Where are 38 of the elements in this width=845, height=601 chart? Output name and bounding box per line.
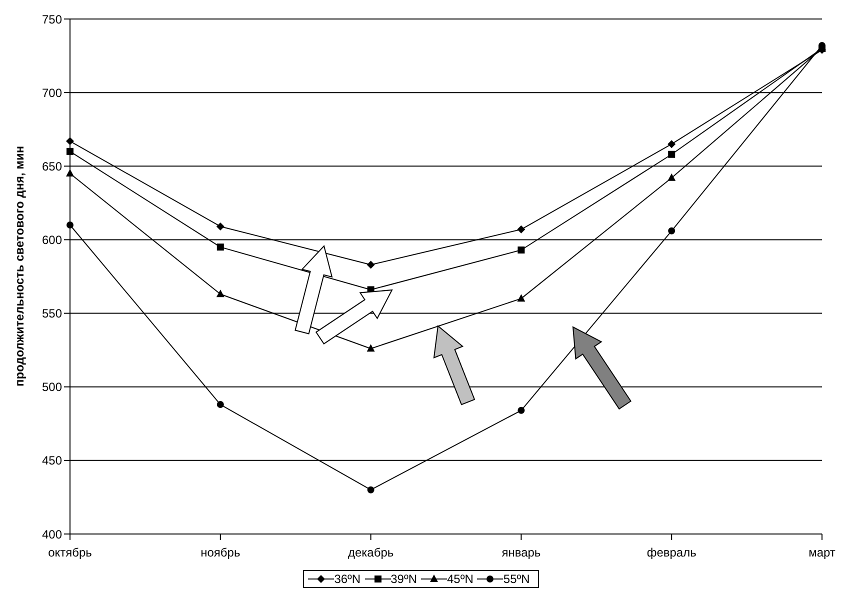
point: [216, 290, 224, 298]
point: [367, 486, 374, 494]
point: [668, 150, 676, 158]
x-tick-label: ноябрь: [200, 546, 240, 560]
y-tick-label: 700: [42, 86, 62, 100]
y-tick-label: 750: [42, 12, 62, 26]
point: [66, 148, 74, 155]
point: [668, 227, 676, 234]
point: [216, 244, 224, 251]
legend-label: 39ºN: [390, 572, 417, 586]
y-axis-title: продолжительность светового дня, мин: [12, 146, 26, 386]
y-tick-label: 550: [42, 306, 62, 321]
point: [216, 222, 224, 230]
x-tick-label: декабрь: [348, 546, 394, 560]
y-tick-label: 500: [42, 380, 62, 394]
legend-label: 45ºN: [447, 572, 474, 586]
point: [66, 169, 74, 176]
x-tick-label: январь: [502, 546, 541, 560]
legend-label: 55ºN: [503, 572, 530, 586]
y-tick-label: 600: [42, 232, 62, 247]
x-tick-label: март: [808, 546, 836, 560]
x-tick-label: октябрь: [48, 546, 92, 560]
point: [366, 344, 375, 352]
point: [668, 173, 676, 181]
y-tick-label: 450: [42, 454, 62, 468]
point: [517, 225, 526, 234]
y-tick-label: 400: [42, 527, 62, 542]
point: [66, 137, 74, 146]
y-tick-label: 650: [42, 159, 62, 174]
point: [668, 140, 676, 148]
x-tick-label: февраль: [646, 546, 696, 560]
point: [517, 294, 526, 302]
point: [518, 406, 525, 414]
point: [518, 246, 525, 254]
point: [216, 401, 224, 408]
point: [366, 260, 375, 269]
legend-label: 36ºN: [334, 572, 361, 586]
point: [66, 222, 74, 228]
